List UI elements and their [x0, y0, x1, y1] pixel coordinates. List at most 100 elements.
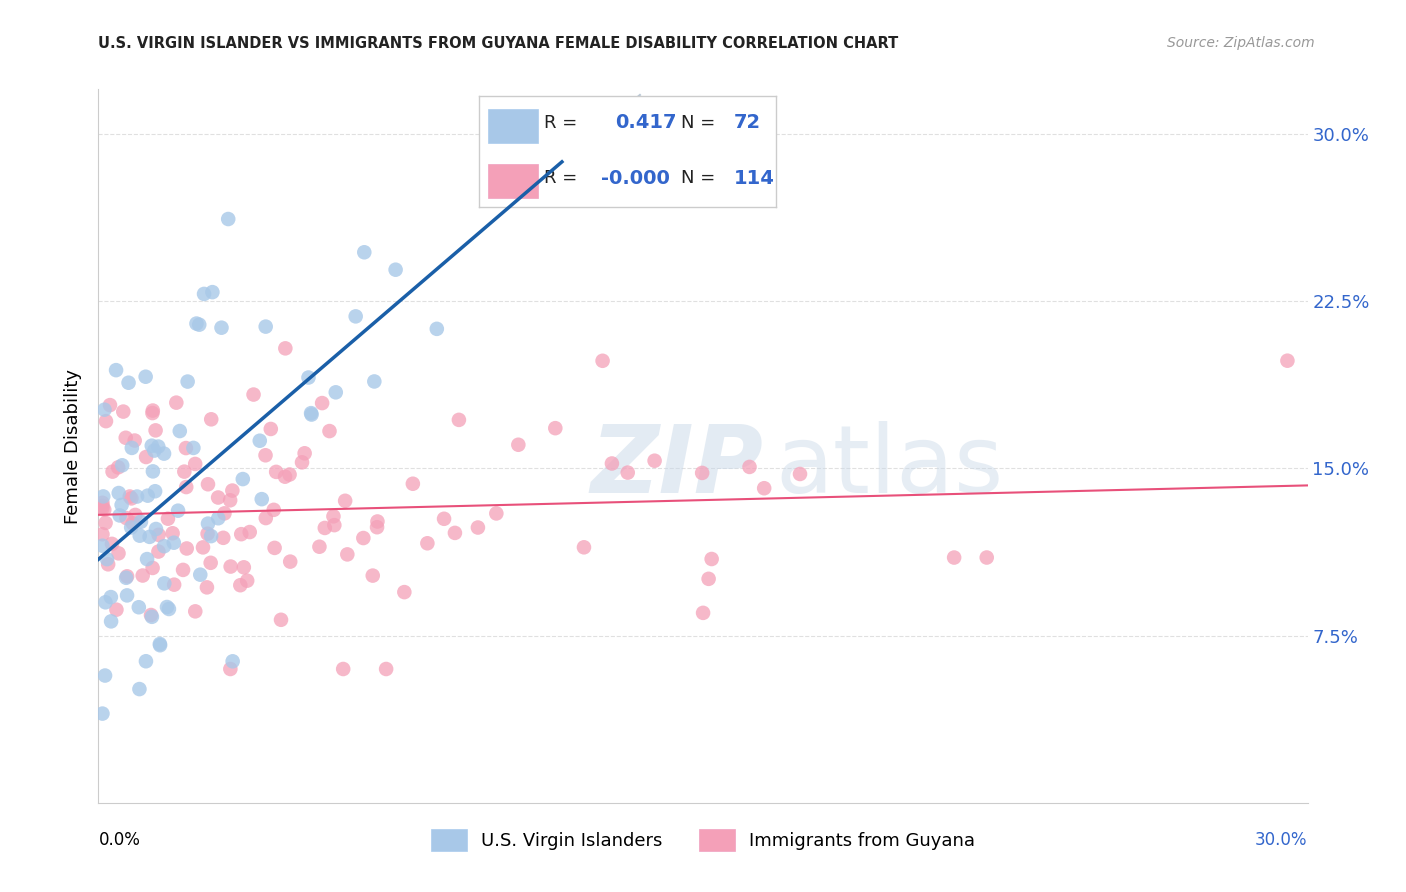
Point	[176, 541, 198, 556]
Point	[91, 527, 114, 541]
Point	[191, 541, 214, 555]
Point	[308, 540, 330, 554]
Point	[91, 539, 114, 553]
Legend: U.S. Virgin Islanders, Immigrants from Guyana: U.S. Virgin Islanders, Immigrants from G…	[423, 822, 983, 858]
Point	[270, 613, 292, 627]
Point	[141, 406, 163, 420]
Point	[344, 310, 367, 324]
Y-axis label: Female Disability: Female Disability	[65, 368, 83, 524]
Point	[120, 491, 142, 506]
Point	[700, 552, 723, 566]
Point	[94, 516, 117, 530]
Point	[333, 493, 356, 508]
Point	[361, 568, 384, 582]
Point	[221, 483, 243, 498]
Point	[325, 385, 347, 400]
Text: atlas: atlas	[776, 421, 1004, 514]
Point	[176, 375, 198, 389]
Point	[314, 521, 336, 535]
Point	[115, 569, 138, 583]
Point	[231, 527, 253, 541]
Point	[236, 574, 259, 588]
Point	[174, 480, 197, 494]
Point	[644, 453, 666, 467]
Point	[153, 539, 176, 553]
Point	[232, 560, 254, 574]
Point	[153, 447, 176, 461]
Point	[572, 541, 595, 555]
Point	[274, 342, 297, 356]
Point	[148, 544, 170, 558]
Point	[301, 408, 323, 422]
Point	[141, 439, 163, 453]
Point	[149, 638, 172, 652]
Point	[254, 448, 277, 462]
Point	[219, 493, 242, 508]
Point	[692, 606, 714, 620]
Point	[94, 595, 117, 609]
Point	[444, 525, 467, 540]
Point	[112, 404, 135, 418]
Point	[100, 590, 122, 604]
Point	[260, 422, 283, 436]
Point	[94, 668, 117, 682]
Point	[447, 413, 470, 427]
Point	[402, 476, 425, 491]
Point	[212, 531, 235, 545]
Point	[232, 472, 254, 486]
Point	[976, 550, 998, 565]
Point	[163, 535, 186, 549]
Point	[143, 484, 166, 499]
Point	[197, 516, 219, 531]
Point	[91, 706, 114, 721]
Point	[115, 571, 138, 585]
Point	[117, 376, 139, 390]
Point	[291, 455, 314, 469]
Point	[600, 457, 623, 471]
Point	[200, 412, 222, 426]
Point	[128, 529, 150, 543]
Point	[114, 431, 136, 445]
Point	[352, 531, 374, 545]
Point	[363, 375, 385, 389]
Point	[188, 567, 211, 582]
Point	[323, 518, 346, 533]
Point	[98, 398, 121, 412]
Point	[311, 396, 333, 410]
Point	[156, 511, 179, 525]
Point	[789, 467, 811, 481]
Point	[118, 490, 141, 504]
Point	[136, 552, 159, 566]
Point	[211, 320, 233, 334]
Text: 0.0%: 0.0%	[98, 831, 141, 849]
Point	[142, 403, 165, 417]
Point	[394, 585, 416, 599]
Point	[322, 509, 344, 524]
Point	[91, 501, 114, 516]
Point	[169, 424, 191, 438]
Point	[200, 556, 222, 570]
Point	[165, 395, 187, 409]
Point	[201, 285, 224, 300]
Point	[105, 602, 128, 616]
Point	[239, 524, 262, 539]
Point	[94, 414, 117, 428]
Point	[138, 530, 160, 544]
Point	[145, 423, 167, 437]
Point	[96, 552, 118, 566]
Point	[149, 637, 172, 651]
Point	[297, 370, 319, 384]
Point	[264, 465, 287, 479]
Text: Source: ZipAtlas.com: Source: ZipAtlas.com	[1167, 36, 1315, 50]
Point	[184, 604, 207, 618]
Point	[107, 460, 129, 475]
Point	[143, 443, 166, 458]
Point	[616, 466, 638, 480]
Point	[91, 496, 114, 510]
Point	[136, 489, 159, 503]
Point	[124, 508, 146, 522]
Point	[1277, 353, 1299, 368]
Point	[183, 441, 205, 455]
Point	[129, 515, 152, 529]
Point	[172, 563, 194, 577]
